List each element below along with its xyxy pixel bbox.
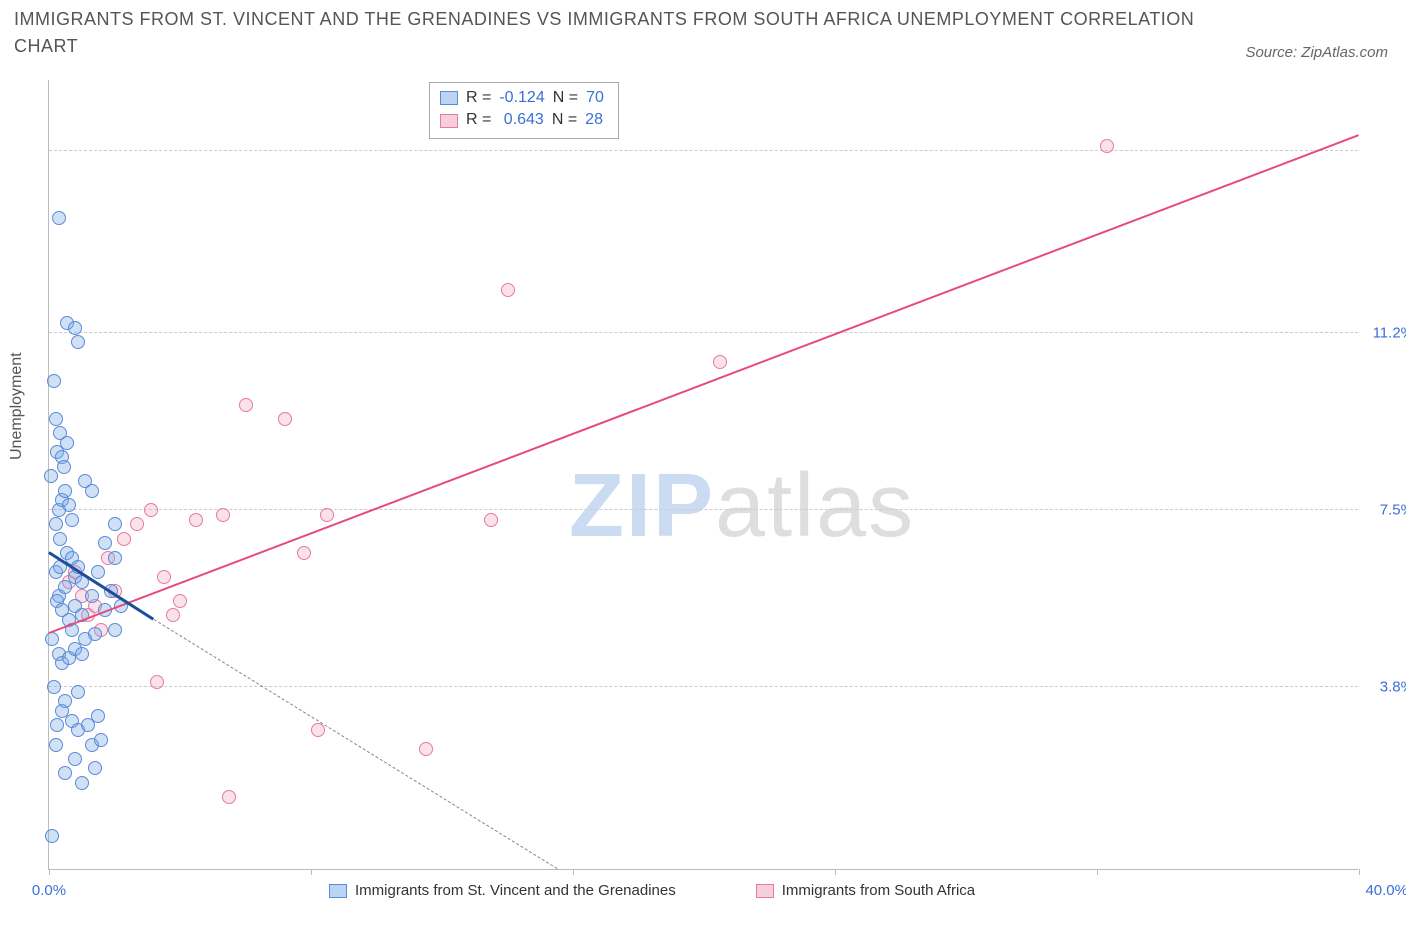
scatter-point (484, 513, 498, 527)
scatter-point (189, 513, 203, 527)
scatter-point (222, 790, 236, 804)
r-value: 0.643 (499, 109, 543, 131)
scatter-point (75, 647, 89, 661)
x-tick (311, 869, 312, 875)
x-tick (835, 869, 836, 875)
n-value: 28 (585, 109, 603, 131)
scatter-point (50, 718, 64, 732)
scatter-point (88, 761, 102, 775)
scatter-point (52, 211, 66, 225)
scatter-point (166, 608, 180, 622)
scatter-point (45, 632, 59, 646)
x-tick (573, 869, 574, 875)
scatter-point (49, 412, 63, 426)
trend-line (49, 135, 1360, 635)
scatter-point (68, 321, 82, 335)
scatter-point (150, 675, 164, 689)
legend-label: Immigrants from South Africa (782, 882, 975, 899)
scatter-point (88, 627, 102, 641)
gridline (49, 686, 1358, 687)
trend-line (154, 619, 557, 869)
x-tick (1097, 869, 1098, 875)
scatter-point (94, 733, 108, 747)
swatch-pink-icon (756, 884, 774, 898)
x-tick (1359, 869, 1360, 875)
chart-plot-area: ZIPatlas R = -0.124 N = 70 R = 0.643 N =… (48, 80, 1358, 870)
scatter-point (144, 503, 158, 517)
stats-legend-row: R = -0.124 N = 70 (440, 87, 604, 109)
scatter-point (278, 412, 292, 426)
scatter-point (108, 551, 122, 565)
gridline (49, 332, 1358, 333)
scatter-point (91, 709, 105, 723)
scatter-point (75, 776, 89, 790)
scatter-point (117, 532, 131, 546)
series-legend: Immigrants from St. Vincent and the Gren… (329, 882, 975, 899)
scatter-point (53, 532, 67, 546)
gridline (49, 150, 1358, 151)
gridline (49, 509, 1358, 510)
scatter-point (47, 374, 61, 388)
r-value: -0.124 (499, 87, 544, 109)
watermark-zip: ZIP (569, 456, 715, 556)
scatter-point (419, 742, 433, 756)
scatter-point (85, 589, 99, 603)
scatter-point (311, 723, 325, 737)
legend-item: Immigrants from South Africa (756, 882, 975, 899)
scatter-point (68, 752, 82, 766)
swatch-pink-icon (440, 114, 458, 128)
scatter-point (297, 546, 311, 560)
scatter-point (45, 829, 59, 843)
legend-label: Immigrants from St. Vincent and the Gren… (355, 882, 676, 899)
scatter-point (91, 565, 105, 579)
scatter-point (65, 513, 79, 527)
x-tick-label: 40.0% (1358, 882, 1406, 899)
source-credit: Source: ZipAtlas.com (1245, 44, 1388, 61)
y-tick-label: 11.2% (1364, 324, 1406, 341)
scatter-point (173, 594, 187, 608)
scatter-point (49, 738, 63, 752)
x-tick (49, 869, 50, 875)
scatter-point (713, 355, 727, 369)
scatter-point (71, 685, 85, 699)
swatch-blue-icon (329, 884, 347, 898)
y-axis-label: Unemployment (8, 352, 26, 460)
stats-legend: R = -0.124 N = 70 R = 0.643 N = 28 (429, 82, 619, 139)
scatter-point (57, 460, 71, 474)
scatter-point (108, 517, 122, 531)
r-label: R = (466, 87, 491, 109)
y-tick-label: 7.5% (1364, 501, 1406, 518)
scatter-point (157, 570, 171, 584)
scatter-point (60, 436, 74, 450)
scatter-point (98, 536, 112, 550)
n-value: 70 (586, 87, 604, 109)
scatter-point (62, 498, 76, 512)
scatter-point (239, 398, 253, 412)
scatter-point (58, 694, 72, 708)
r-label: R = (466, 109, 491, 131)
scatter-point (501, 283, 515, 297)
scatter-point (71, 335, 85, 349)
scatter-point (58, 766, 72, 780)
scatter-point (108, 623, 122, 637)
scatter-point (58, 484, 72, 498)
stats-legend-row: R = 0.643 N = 28 (440, 109, 604, 131)
y-tick-label: 3.8% (1364, 679, 1406, 696)
scatter-point (130, 517, 144, 531)
swatch-blue-icon (440, 91, 458, 105)
scatter-point (47, 680, 61, 694)
n-label: N = (553, 87, 578, 109)
scatter-point (1100, 139, 1114, 153)
scatter-point (44, 469, 58, 483)
x-tick-label: 0.0% (32, 882, 66, 899)
watermark-atlas: atlas (715, 456, 915, 556)
scatter-point (49, 517, 63, 531)
legend-item: Immigrants from St. Vincent and the Gren… (329, 882, 676, 899)
scatter-point (320, 508, 334, 522)
scatter-point (85, 484, 99, 498)
chart-title: IMMIGRANTS FROM ST. VINCENT AND THE GREN… (14, 6, 1206, 60)
scatter-point (216, 508, 230, 522)
n-label: N = (552, 109, 577, 131)
watermark: ZIPatlas (569, 455, 915, 558)
